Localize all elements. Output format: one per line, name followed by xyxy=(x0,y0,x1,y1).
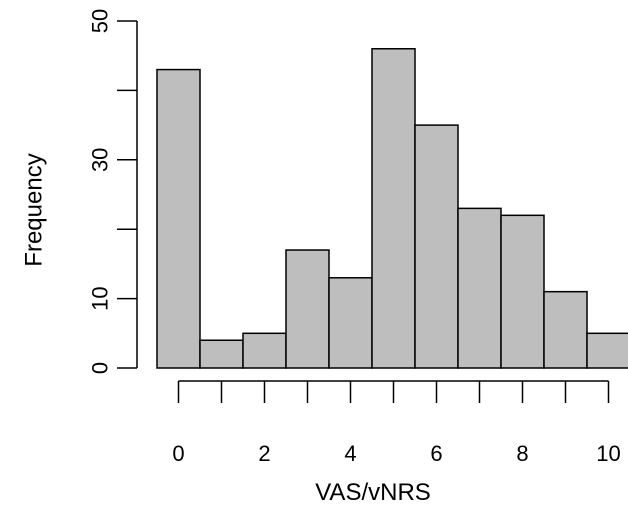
y-tick-label-30: 30 xyxy=(88,148,113,172)
x-tick-label-4: 4 xyxy=(344,441,356,466)
bar-3 xyxy=(285,249,330,369)
y-tick-label-0: 0 xyxy=(88,362,113,374)
x-tick-label-6: 6 xyxy=(430,441,442,466)
y-axis: 0 10 30 50 xyxy=(88,9,138,374)
bar-1 xyxy=(199,339,244,369)
bar-8 xyxy=(500,214,545,369)
x-axis: 0 2 4 6 8 10 xyxy=(172,380,621,466)
x-tick-label-10: 10 xyxy=(596,441,620,466)
bar-4 xyxy=(328,277,373,369)
y-axis-title: Frequency xyxy=(21,153,48,266)
bar-7 xyxy=(457,207,502,369)
bar-9 xyxy=(543,290,588,369)
bar-2 xyxy=(242,332,287,369)
bar-10 xyxy=(586,332,628,369)
x-axis-title: VAS/vNRS xyxy=(315,479,431,505)
bar-5 xyxy=(371,48,416,369)
x-tick-label-2: 2 xyxy=(258,441,270,466)
bar-6 xyxy=(414,124,459,369)
x-tick-label-0: 0 xyxy=(172,441,184,466)
y-tick-label-10: 10 xyxy=(88,286,113,310)
y-tick-label-50: 50 xyxy=(88,9,113,33)
x-tick-label-8: 8 xyxy=(516,441,528,466)
bars-group xyxy=(156,48,628,369)
bar-0 xyxy=(156,68,201,369)
